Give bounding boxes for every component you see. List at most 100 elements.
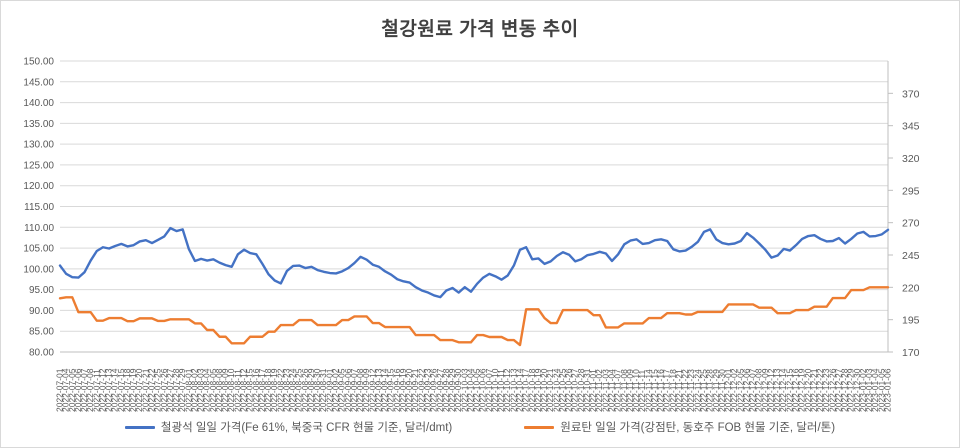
x-axis-date-label: 2022-10-04 (465, 368, 475, 412)
x-axis-date-label: 2022-08-24 (288, 368, 298, 412)
x-axis-date-label: 2022-09-23 (423, 368, 433, 412)
right-axis-tick-label: 195 (902, 315, 920, 327)
x-axis-date-label: 2022-11-08 (619, 369, 629, 412)
x-axis-date-label: 2022-08-01 (183, 368, 193, 412)
x-axis-date-label: 2022-07-07 (79, 368, 89, 412)
left-axis-tick-label: 150.00 (23, 57, 54, 68)
x-axis-date-label: 2022-07-27 (165, 368, 175, 412)
x-axis-date-label: 2022-11-21 (674, 369, 684, 412)
x-axis-date-label: 2022-10-19 (533, 368, 543, 412)
iron-ore-legend-marker (124, 425, 155, 429)
left-axis-tick-label: 145.00 (23, 77, 54, 88)
coking-coal-legend-label: 원료탄 일일 가격(강점탄, 동호주 FOB 현물 기준, 달러/톤) (560, 422, 836, 434)
x-axis-date-label: 2022-07-18 (122, 368, 132, 412)
x-axis-date-label: 2022-08-25 (294, 368, 304, 412)
x-axis-date-label: 2022-07-12 (97, 368, 107, 412)
x-axis-date-label: 2022-11-10 (631, 369, 641, 412)
left-axis-tick-label: 115.00 (24, 202, 54, 213)
x-axis-date-label: 2023-01-04 (870, 368, 880, 412)
left-axis-tick-label: 140.00 (23, 98, 54, 109)
x-axis-date-label: 2022-08-11 (232, 369, 242, 412)
x-axis-date-label: 2022-09-21 (410, 368, 420, 412)
x-axis-date-label: 2023-01-06 (883, 368, 893, 412)
iron-ore-price-line (58, 226, 890, 299)
left-axis-tick-label: 120.00 (23, 181, 54, 192)
x-axis-date-label: 2022-09-16 (392, 368, 402, 412)
x-axis-date-label: 2022-12-06 (741, 368, 751, 412)
x-axis-date-label: 2022-11-30 (717, 369, 727, 412)
x-axis-date-label: 2022-09-28 (441, 368, 451, 412)
x-axis-date-label: 2022-08-26 (300, 368, 310, 412)
right-axis-tick-label: 220 (902, 282, 920, 294)
x-axis-date-label: 2022-11-29 (711, 369, 721, 412)
x-axis-date-label: 2022-09-15 (386, 368, 396, 412)
x-axis-date-label: 2022-11-15 (649, 369, 659, 412)
x-axis-date-label: 2022-07-13 (104, 368, 114, 412)
x-axis-date-label: 2022-12-01 (723, 368, 733, 412)
x-axis-date-label: 2022-11-14 (643, 369, 653, 412)
x-axis-date-label: 2022-12-29 (846, 368, 856, 412)
x-axis-date-label: 2022-08-18 (263, 368, 273, 412)
x-axis-date-label: 2022-08-22 (275, 368, 285, 412)
x-axis-date-label: 2022-09-22 (416, 368, 426, 412)
x-axis-date-label: 2022-09-05 (337, 368, 347, 412)
left-axis-tick-label: 130.00 (23, 140, 54, 151)
x-axis-date-label: 2022-07-29 (177, 368, 187, 412)
x-axis-date-label: 2022-12-30 (852, 368, 862, 412)
x-axis-date-label: 2022-12-07 (748, 368, 758, 412)
x-axis-date-label: 2022-08-02 (189, 368, 199, 412)
x-axis-date-label: 2023-01-02 (858, 368, 868, 412)
x-axis-date-label: 2022-07-21 (140, 368, 150, 412)
x-axis-date-label: 2022-07-11 (91, 369, 101, 412)
x-axis-date-label: 2022-10-20 (539, 368, 549, 412)
x-axis-date-label: 2022-11-23 (686, 369, 696, 412)
coking-coal-legend-marker (524, 425, 555, 429)
x-axis-date-label: 2022-10-11 (496, 369, 506, 412)
x-axis-date-label: 2022-07-20 (134, 368, 144, 412)
x-axis-date-label: 2022-12-16 (791, 368, 801, 412)
x-axis-date-label: 2023-01-03 (864, 368, 874, 412)
x-axis-date-label: 2022-08-04 (202, 368, 212, 412)
x-axis-date-label: 2022-07-14 (110, 368, 120, 412)
x-axis-date-label: 2022-09-20 (404, 368, 414, 412)
left-axis-tick-label: 95.00 (29, 285, 54, 296)
x-axis-date-label: 2022-07-26 (159, 368, 169, 412)
right-axis-tick-label: 170 (902, 347, 920, 359)
x-axis-date-label: 2022-09-06 (343, 368, 353, 412)
x-axis-date-label: 2022-08-17 (257, 368, 267, 412)
x-axis-date-label: 2022-08-10 (226, 368, 236, 412)
x-axis-date-label: 2022-11-11 (637, 370, 647, 412)
x-axis-date-label: 2022-08-16 (251, 368, 261, 412)
x-axis-date-label: 2022-07-05 (67, 368, 77, 412)
x-axis-date-label: 2022-10-21 (545, 368, 555, 412)
x-axis-date-label: 2022-12-08 (754, 368, 764, 412)
legend-item-iron-ore: 철광석 일일 가격(Fe 61%, 북중국 CFR 현물 기준, 달러/dmt) (124, 419, 452, 435)
x-axis-date-label: 2022-11-17 (662, 369, 672, 412)
x-axis-date-label: 2022-09-27 (435, 368, 445, 412)
x-axis-date-label: 2022-08-08 (214, 368, 224, 412)
left-axis-tick-label: 110.00 (24, 223, 54, 234)
x-axis-date-label: 2022-12-27 (833, 368, 843, 412)
x-axis-date-label: 2022-10-27 (570, 368, 580, 412)
x-axis-date-label: 2022-08-30 (312, 368, 322, 412)
x-axis-date-label: 2022-12-02 (729, 368, 739, 412)
x-axis-date-label: 2022-08-29 (306, 368, 316, 412)
x-axis-date-label: 2022-10-03 (459, 368, 469, 412)
x-axis-date-label: 2022-08-19 (269, 368, 279, 412)
chart-legend: 철광석 일일 가격(Fe 61%, 북중국 CFR 현물 기준, 달러/dmt)… (0, 419, 960, 435)
x-axis-date-label: 2022-10-12 (502, 368, 512, 412)
x-axis-date-label: 2022-10-07 (484, 368, 494, 412)
x-axis-date-label: 2022-10-14 (515, 368, 525, 412)
right-axis-tick-label: 345 (902, 121, 920, 133)
x-axis-date-label: 2022-09-14 (380, 368, 390, 412)
x-axis-date-label: 2022-12-19 (797, 368, 807, 412)
x-axis-date-label: 2022-09-26 (429, 368, 439, 412)
x-axis-date-label: 2022-12-21 (809, 368, 819, 412)
x-axis-date-label: 2022-09-13 (373, 368, 383, 412)
x-axis-date-label: 2022-07-15 (116, 368, 126, 412)
x-axis-date-label: 2022-11-28 (705, 369, 715, 412)
x-axis-date-label: 2022-09-09 (361, 368, 371, 412)
left-axis-tick-label: 80.00 (29, 348, 54, 359)
chart-title: 철강원료 가격 변동 추이 (381, 19, 579, 40)
